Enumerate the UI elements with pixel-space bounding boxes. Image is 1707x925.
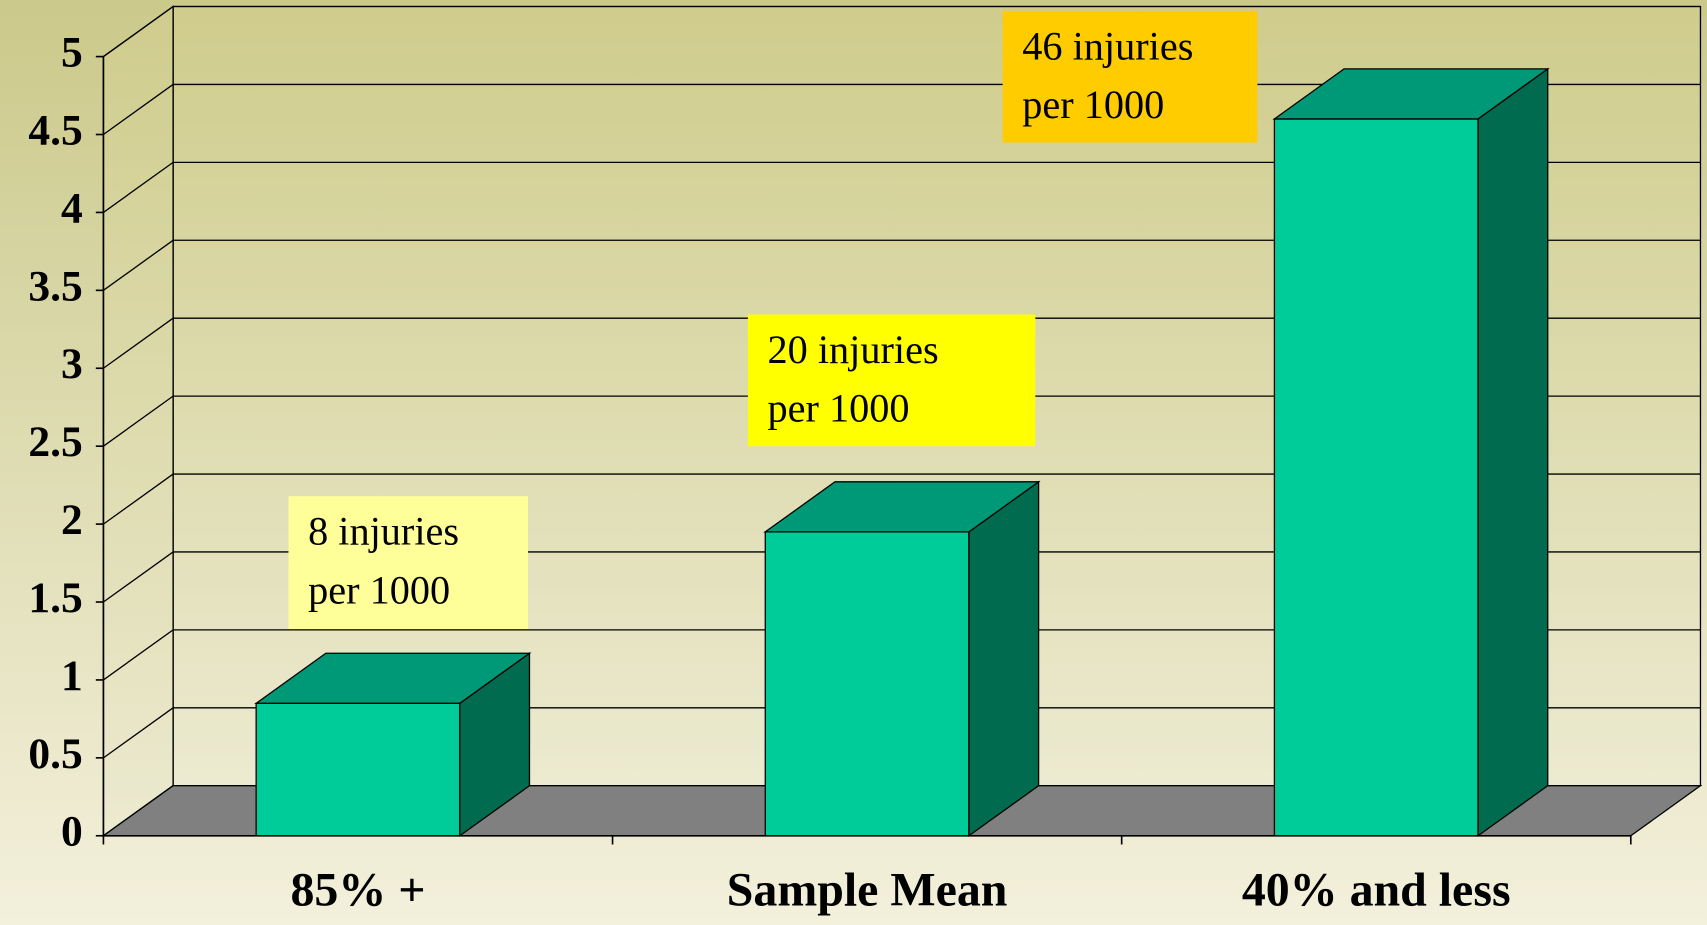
bar-top xyxy=(254,652,532,704)
y-tick-label: 3 xyxy=(61,340,83,388)
x-tick-label: 85% + xyxy=(290,864,425,917)
bar-side xyxy=(1477,67,1549,838)
y-tick-label: 0.5 xyxy=(28,730,82,778)
grid-line xyxy=(103,161,1701,213)
bar-side xyxy=(968,480,1040,838)
annotation-box xyxy=(1002,10,1258,143)
y-tick-label: 1 xyxy=(61,652,83,700)
annotation: per 1000 xyxy=(1022,82,1164,127)
bar-front xyxy=(1273,118,1479,837)
annotation-box xyxy=(288,496,528,629)
annotation-box xyxy=(747,314,1036,447)
bar-front xyxy=(255,702,461,837)
bar-top xyxy=(763,481,1041,533)
grid-line xyxy=(103,629,1701,681)
y-tick-label: 3.5 xyxy=(28,262,82,310)
y-tick-label: 5 xyxy=(61,29,83,77)
y-tick-label: 2 xyxy=(61,496,83,544)
grid-line xyxy=(103,239,1701,291)
annotation: per 1000 xyxy=(308,567,450,612)
bar-top xyxy=(1272,68,1550,120)
y-tick-label: 4 xyxy=(61,184,83,232)
grid-line xyxy=(103,707,1701,759)
grid-line xyxy=(103,551,1701,603)
y-tick-label: 2.5 xyxy=(28,418,82,466)
bar xyxy=(1272,67,1550,838)
grid-line xyxy=(103,5,1701,58)
annotation: 8 injuries xyxy=(308,509,459,554)
annotation: 46 injuries xyxy=(1022,23,1193,68)
y-tick-label: 1.5 xyxy=(28,574,82,622)
annotation: 20 injuries xyxy=(767,327,938,372)
bar xyxy=(254,651,532,838)
bar xyxy=(763,480,1041,838)
x-tick-label: 40% and less xyxy=(1242,864,1511,917)
x-tick-label: Sample Mean xyxy=(727,864,1008,917)
grid-line xyxy=(103,317,1701,369)
y-tick-label: 4.5 xyxy=(28,106,82,154)
bar-front xyxy=(764,531,970,837)
grid-line xyxy=(103,473,1701,525)
grid-line xyxy=(103,395,1701,447)
annotation: per 1000 xyxy=(767,386,909,431)
y-tick-label: 0 xyxy=(61,808,83,856)
